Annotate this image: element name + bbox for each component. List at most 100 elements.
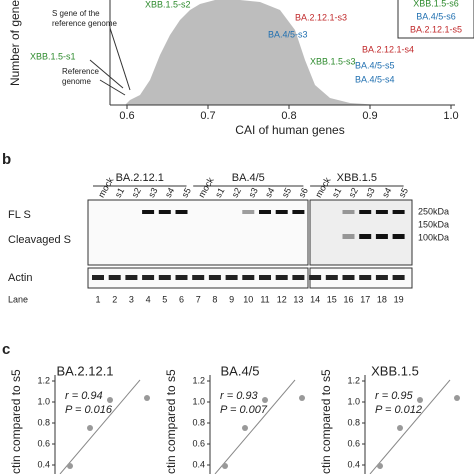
marker: 250kDa [418, 206, 449, 216]
blot [87, 199, 309, 266]
actin-band [259, 275, 271, 280]
lane-number: 5 [162, 294, 167, 304]
point [397, 425, 403, 431]
lane-number: 15 [327, 294, 337, 304]
y-tick-label: 0.4 [192, 459, 205, 469]
panel-letter: c [2, 341, 10, 358]
actin-band [292, 275, 305, 280]
lane-number: 17 [360, 294, 370, 304]
actin-band [375, 275, 388, 280]
lane-number: 11 [260, 294, 269, 304]
actin-band [275, 275, 288, 280]
lane-number: 8 [212, 294, 217, 304]
actin-band [142, 275, 155, 280]
point [107, 397, 113, 403]
lane-label: s2 [347, 186, 360, 199]
lane-label: s3 [146, 186, 159, 199]
lane-label: s1 [213, 186, 226, 199]
fit-line [214, 379, 296, 474]
annotation: XBB.1.5-s2 [145, 0, 191, 9]
lane-label: s5 [280, 186, 293, 199]
row-label: FL S [8, 209, 31, 221]
marker: 150kDa [418, 219, 449, 229]
lane-label: s4 [263, 186, 276, 199]
group-label: BA.4/5 [232, 172, 265, 184]
row-label: Lane [8, 294, 28, 304]
actin-band [309, 275, 322, 280]
fit-line [369, 379, 451, 474]
arrow [109, 27, 131, 91]
x-tick-label: 0.9 [362, 110, 377, 122]
annotation: BA.2.12.1-s5 [410, 24, 462, 34]
lane-number: 6 [179, 294, 184, 304]
lane-number: 10 [243, 294, 253, 304]
x-tick-label: 1.0 [443, 110, 458, 122]
legend-box [397, 0, 474, 39]
actin-band [192, 275, 205, 280]
band [259, 210, 271, 214]
y-tick-label: 0.6 [347, 438, 360, 448]
actin-band [325, 275, 338, 280]
actin-band [175, 275, 188, 280]
y-tick-label: 0.6 [37, 438, 50, 448]
y-tick-label: 0.6 [192, 438, 205, 448]
plot-title: BA.2.12.1 [56, 363, 113, 378]
annotation: genome [62, 77, 91, 86]
stat: P = 0.016 [65, 404, 113, 416]
actin-band [158, 275, 171, 280]
band [342, 234, 355, 239]
annotation: Reference [62, 67, 99, 76]
y-tick-label: 1.0 [37, 396, 50, 406]
annotation: reference genome [52, 19, 117, 28]
lane-number: 2 [112, 294, 117, 304]
point [417, 397, 423, 403]
band [342, 210, 355, 214]
blot [309, 199, 413, 266]
y-label: ctin compared to s5 [319, 369, 333, 474]
actin-band [108, 275, 121, 280]
band [375, 210, 388, 214]
annotation: BA.4/5-s3 [268, 29, 308, 39]
lane-label: s5 [397, 186, 410, 199]
stat: r = 0.93 [220, 390, 258, 402]
y-label: Number of genes [8, 0, 22, 86]
y-tick-label: 0.4 [37, 459, 50, 469]
y-tick-label: 1.2 [37, 375, 50, 385]
band [242, 210, 255, 214]
row-label: Actin [8, 272, 32, 284]
x-tick-label: 0.7 [200, 110, 215, 122]
lane-label: s5 [180, 186, 193, 199]
y-tick-label: 1.2 [192, 375, 205, 385]
point [377, 463, 383, 469]
band [175, 210, 188, 214]
lane-number: 19 [394, 294, 404, 304]
x-tick-label: 0.8 [281, 110, 296, 122]
arrow [89, 59, 124, 89]
y-tick-label: 1.0 [347, 396, 360, 406]
band [392, 234, 405, 239]
y-label: ctin compared to s5 [9, 369, 23, 474]
lane-number: 16 [343, 294, 353, 304]
panel-letter: b [2, 151, 11, 168]
lane-number: 1 [95, 294, 100, 304]
actin-band [125, 275, 138, 280]
actin-band [242, 275, 255, 280]
histogram [125, 0, 380, 105]
point [242, 425, 248, 431]
lane-number: 14 [310, 294, 320, 304]
plot-title: XBB.1.5 [371, 363, 419, 378]
actin-band [92, 275, 104, 280]
group-label: BA.2.12.1 [116, 172, 164, 184]
lane-label: s1 [113, 186, 126, 199]
band [375, 234, 388, 239]
annotation: XBB.1.5-s6 [413, 0, 459, 8]
lane-number: 7 [196, 294, 201, 304]
lane-label: s2 [230, 186, 243, 199]
annotation: BA.4/5-s4 [355, 74, 395, 84]
stat: r = 0.94 [65, 390, 103, 402]
annotation: BA.4/5-s5 [355, 60, 395, 70]
lane-number: 4 [146, 294, 151, 304]
plot-title: BA.4/5 [220, 363, 259, 378]
x-tick-label: 0.6 [119, 110, 134, 122]
